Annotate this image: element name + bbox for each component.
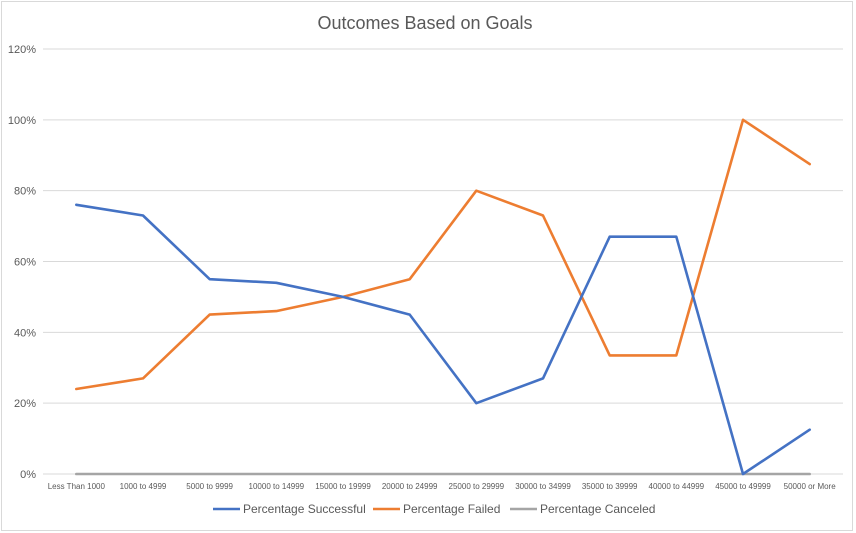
x-tick-label: Less Than 1000 (48, 482, 106, 491)
y-tick-label: 60% (14, 257, 36, 269)
series-line-1 (75, 203, 812, 476)
y-tick-label: 120% (8, 44, 36, 56)
legend: Percentage Successful Percentage Failed Pe… (213, 502, 655, 516)
x-tick-label: 30000 to 34999 (515, 482, 571, 491)
x-tick-label: 50000 or More (784, 482, 837, 491)
series-line-2 (75, 118, 812, 391)
x-tick-label: 15000 to 19999 (315, 482, 371, 491)
x-tick-label: 20000 to 24999 (382, 482, 438, 491)
legend-label: Percentage Failed (403, 502, 500, 516)
y-tick-label: 20% (14, 398, 36, 410)
y-tick-label: 100% (8, 115, 36, 127)
chart-title: Outcomes Based on Goals (317, 13, 532, 33)
x-tick-label: 35000 to 39999 (582, 482, 638, 491)
y-tick-label: 40% (14, 327, 36, 339)
x-tick-label: 1000 to 4999 (120, 482, 167, 491)
legend-label: Percentage Successful (243, 502, 366, 516)
y-tick-label: 0% (20, 469, 36, 481)
legend-label: Percentage Canceled (540, 502, 655, 516)
x-tick-label: 45000 to 49999 (715, 482, 771, 491)
x-axis-ticks: Less Than 1000 1000 to 4999 5000 to 9999 10… (48, 482, 837, 491)
gridlines (43, 48, 843, 475)
y-axis-ticks: 0% 20% 40% 60% 80% 100% 120% (8, 44, 36, 481)
x-tick-label: 10000 to 14999 (249, 482, 305, 491)
x-tick-label: 5000 to 9999 (186, 482, 233, 491)
y-tick-label: 80% (14, 186, 36, 198)
x-tick-label: 40000 to 44999 (649, 482, 705, 491)
x-tick-label: 25000 to 29999 (449, 482, 505, 491)
series-lines (75, 118, 812, 476)
